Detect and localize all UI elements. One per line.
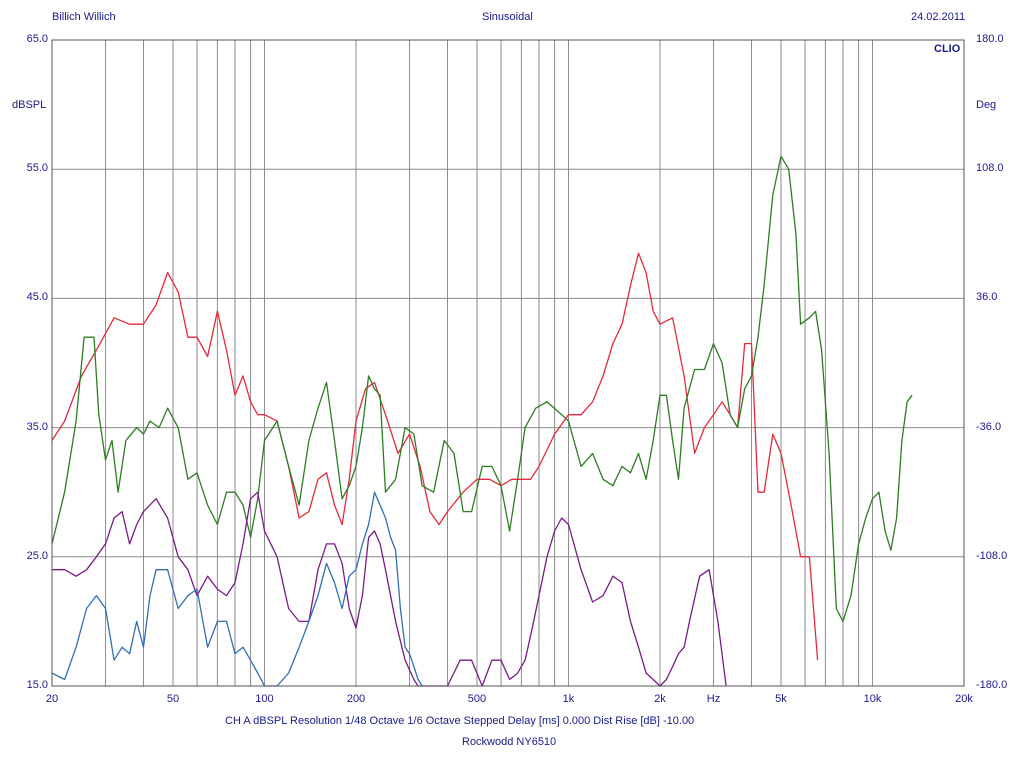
y2-tick-label: -108.0 <box>976 549 1008 562</box>
y2-tick-label: 108.0 <box>976 162 1004 175</box>
y2-axis-label: Deg <box>976 99 997 111</box>
header-center-title: Sinusoidal <box>482 11 533 23</box>
x-tick-label: Hz <box>706 693 721 705</box>
y-tick-label: 45.0 <box>26 291 48 304</box>
y-tick-label: 25.0 <box>26 549 48 562</box>
y-axis-label: dBSPL <box>12 99 47 111</box>
series-line-2 <box>51 155 913 623</box>
y-tick-label: 65.0 <box>26 33 48 45</box>
plot-border <box>51 39 965 687</box>
footer-device: Rockwodd NY6510 <box>462 736 557 748</box>
x-tick-label: 5k <box>775 693 787 705</box>
y2-tick-label: 180.0 <box>976 33 1004 45</box>
y-tick-label: 55.0 <box>26 162 48 175</box>
x-tick-label: 1k <box>562 693 575 705</box>
series-line-1 <box>51 252 819 661</box>
series-lines <box>51 155 913 687</box>
clio-brand: CLIO <box>934 43 961 55</box>
series-line-3 <box>52 491 727 687</box>
x-tick-label: 500 <box>467 693 487 705</box>
x-tick-label: 50 <box>166 693 180 705</box>
y2-tick-label: -180.0 <box>976 679 1008 691</box>
x-tick-label: 2k <box>654 693 666 705</box>
footer-settings: CH A dBSPL Resolution 1/48 Octave 1/6 Oc… <box>225 715 695 727</box>
y2-tick-label: 36.0 <box>976 291 998 304</box>
x-tick-label: 200 <box>346 693 366 705</box>
y-tick-label: 15.0 <box>26 679 48 691</box>
y2-tick-label: -36.0 <box>976 420 1002 433</box>
y-tick-label: 35.0 <box>26 420 48 433</box>
x-tick-label: 20 <box>45 693 59 705</box>
header-left-title: Billich Willich <box>52 11 116 23</box>
x-tick-label: 10k <box>863 693 882 705</box>
x-tick-label: 20k <box>955 693 973 705</box>
header-date: 24.02.2011 <box>911 11 966 23</box>
series-line-4 <box>51 491 423 687</box>
x-tick-label: 100 <box>255 693 274 705</box>
grid-lines <box>52 39 964 687</box>
